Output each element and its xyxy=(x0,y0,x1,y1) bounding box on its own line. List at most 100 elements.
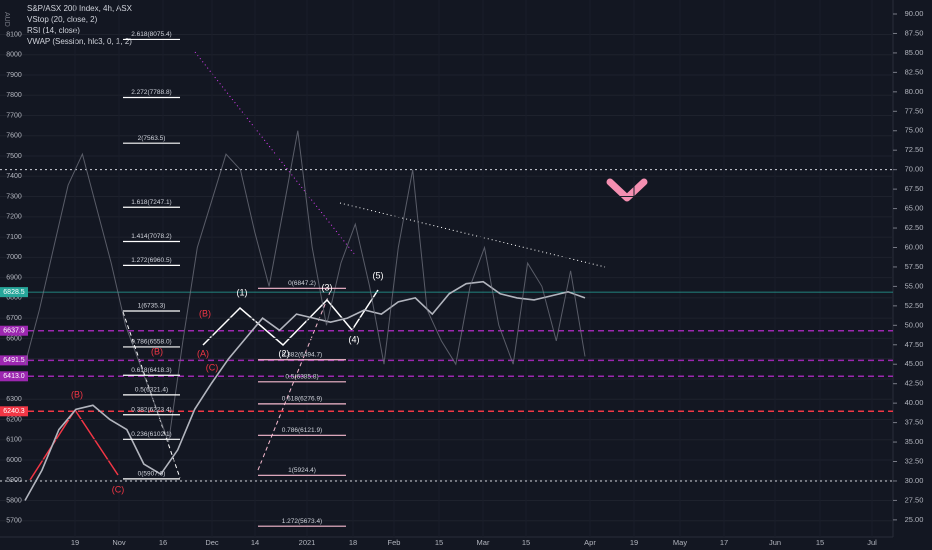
x-tick-label: 19 xyxy=(71,538,79,547)
fib-label: 1(6735.3) xyxy=(138,303,166,310)
y2-tick-label: 90.00 xyxy=(905,9,924,18)
wave-path xyxy=(202,289,379,347)
y2-tick-label: 87.50 xyxy=(905,28,924,37)
y2-tick-label: 80.00 xyxy=(905,87,924,96)
y-tick-label: 6000 xyxy=(6,457,22,464)
price-tag-label: 6491.5 xyxy=(3,357,25,364)
y-tick-label: 6600 xyxy=(6,335,22,342)
fib-label: 0.618(6276.9) xyxy=(282,396,322,403)
y-tick-label: 7000 xyxy=(6,254,22,261)
wave-label: (B) xyxy=(199,308,211,318)
y2-tick-label: 52.50 xyxy=(905,301,924,310)
fib-label: 0.382(6223.4) xyxy=(131,406,171,413)
price-tag xyxy=(0,371,28,382)
x-tick-label: 14 xyxy=(251,538,259,547)
y-tick-label: 5800 xyxy=(6,497,22,504)
y-tick-label: 8100 xyxy=(6,31,22,38)
y-tick-label: 7700 xyxy=(6,112,22,119)
price-tag-label: 6413.0 xyxy=(3,373,25,380)
y-tick-label: 7600 xyxy=(6,133,22,140)
wave-label: (4) xyxy=(349,334,360,344)
x-tick-label: Jul xyxy=(867,538,877,547)
y2-tick-label: 77.50 xyxy=(905,106,924,115)
fib-label: 1.272(6960.5) xyxy=(131,257,171,264)
wave-label: (3) xyxy=(322,282,333,292)
y2-tick-label: 55.00 xyxy=(905,281,924,290)
fib-label: 0.5(6321.4) xyxy=(135,387,168,394)
trendline xyxy=(339,202,606,268)
fib-label: 0.786(6121.9) xyxy=(282,427,322,434)
y2-tick-label: 25.00 xyxy=(905,515,924,524)
fib-label: 1(5924.4) xyxy=(288,467,316,474)
y2-tick-label: 65.00 xyxy=(905,204,924,213)
x-tick-label: Nov xyxy=(112,538,126,547)
y-tick-label: 6700 xyxy=(6,315,22,322)
fib-label: 0(5907.0) xyxy=(138,471,166,478)
price-tag xyxy=(0,406,28,417)
y-tick-label: 7100 xyxy=(6,234,22,241)
x-tick-label: Dec xyxy=(205,538,219,547)
fib-label: 1.272(5673.4) xyxy=(282,518,322,525)
y2-tick-label: 32.50 xyxy=(905,456,924,465)
price-tag-label: 6240.3 xyxy=(3,408,25,415)
wave-label: (C) xyxy=(206,362,219,372)
wave-label: (2) xyxy=(279,348,290,358)
y-tick-label: 7300 xyxy=(6,193,22,200)
direction-icon xyxy=(606,178,648,202)
y-tick-label: 8000 xyxy=(6,52,22,59)
wave-label: (A) xyxy=(197,348,209,358)
wave-label: (C) xyxy=(112,484,125,494)
x-tick-label: Jun xyxy=(769,538,781,547)
wave-label: (B) xyxy=(71,389,83,399)
x-tick-label: May xyxy=(673,538,687,547)
price-tag xyxy=(0,287,28,298)
fib-label: 0.618(6418.3) xyxy=(131,367,171,374)
y-tick-label: 6300 xyxy=(6,396,22,403)
y2-tick-label: 70.00 xyxy=(905,165,924,174)
y2-tick-label: 60.00 xyxy=(905,242,924,251)
x-tick-label: 2021 xyxy=(299,538,316,547)
y2-tick-label: 40.00 xyxy=(905,398,924,407)
x-tick-label: 15 xyxy=(816,538,824,547)
fib-label: 1.618(7247.1) xyxy=(131,199,171,206)
price-tag-label: 6828.5 xyxy=(3,289,25,296)
y2-tick-label: 42.50 xyxy=(905,379,924,388)
fib-label: 0.236(6102.1) xyxy=(131,431,171,438)
wave-label: (B) xyxy=(151,346,163,356)
y-tick-label: 6200 xyxy=(6,416,22,423)
y-tick-label: 7200 xyxy=(6,214,22,221)
indicator: RSI (14, close) xyxy=(27,26,80,35)
price-tag xyxy=(0,355,28,366)
y-tick-label: 5700 xyxy=(6,518,22,525)
y-tick-label: 6900 xyxy=(6,274,22,281)
price-tag-label: 6637.9 xyxy=(3,328,25,335)
y2-tick-label: 67.50 xyxy=(905,184,924,193)
y2-tick-label: 82.50 xyxy=(905,67,924,76)
fib-label: 2(7563.5) xyxy=(138,135,166,142)
y2-tick-label: 72.50 xyxy=(905,145,924,154)
wave-label: (1) xyxy=(237,287,248,297)
x-tick-label: Apr xyxy=(584,538,596,547)
x-tick-label: 19 xyxy=(630,538,638,547)
y2-tick-label: 27.50 xyxy=(905,495,924,504)
wave-label: (5) xyxy=(373,270,384,280)
y-tick-label: 7900 xyxy=(6,72,22,79)
y2-tick-label: 47.50 xyxy=(905,340,924,349)
fib-label: 2.272(7788.8) xyxy=(131,89,171,96)
y2-tick-label: 85.00 xyxy=(905,48,924,57)
y2-tick-label: 75.00 xyxy=(905,126,924,135)
x-tick-label: 15 xyxy=(435,538,443,547)
y2-tick-label: 45.00 xyxy=(905,359,924,368)
y-tick-label: 7400 xyxy=(6,173,22,180)
fib-label: 0.786(6558.0) xyxy=(131,339,171,346)
y2-tick-label: 37.50 xyxy=(905,418,924,427)
y2-tick-label: 50.00 xyxy=(905,320,924,329)
x-tick-label: Feb xyxy=(388,538,401,547)
x-tick-label: Mar xyxy=(477,538,490,547)
y2-tick-label: 57.50 xyxy=(905,262,924,271)
x-tick-label: 15 xyxy=(522,538,530,547)
symbol: S&P/ASX 200 Index, 4h, ASX xyxy=(27,4,133,13)
x-tick-label: 16 xyxy=(159,538,167,547)
fib-label: 0.382(6494.7) xyxy=(282,351,322,358)
